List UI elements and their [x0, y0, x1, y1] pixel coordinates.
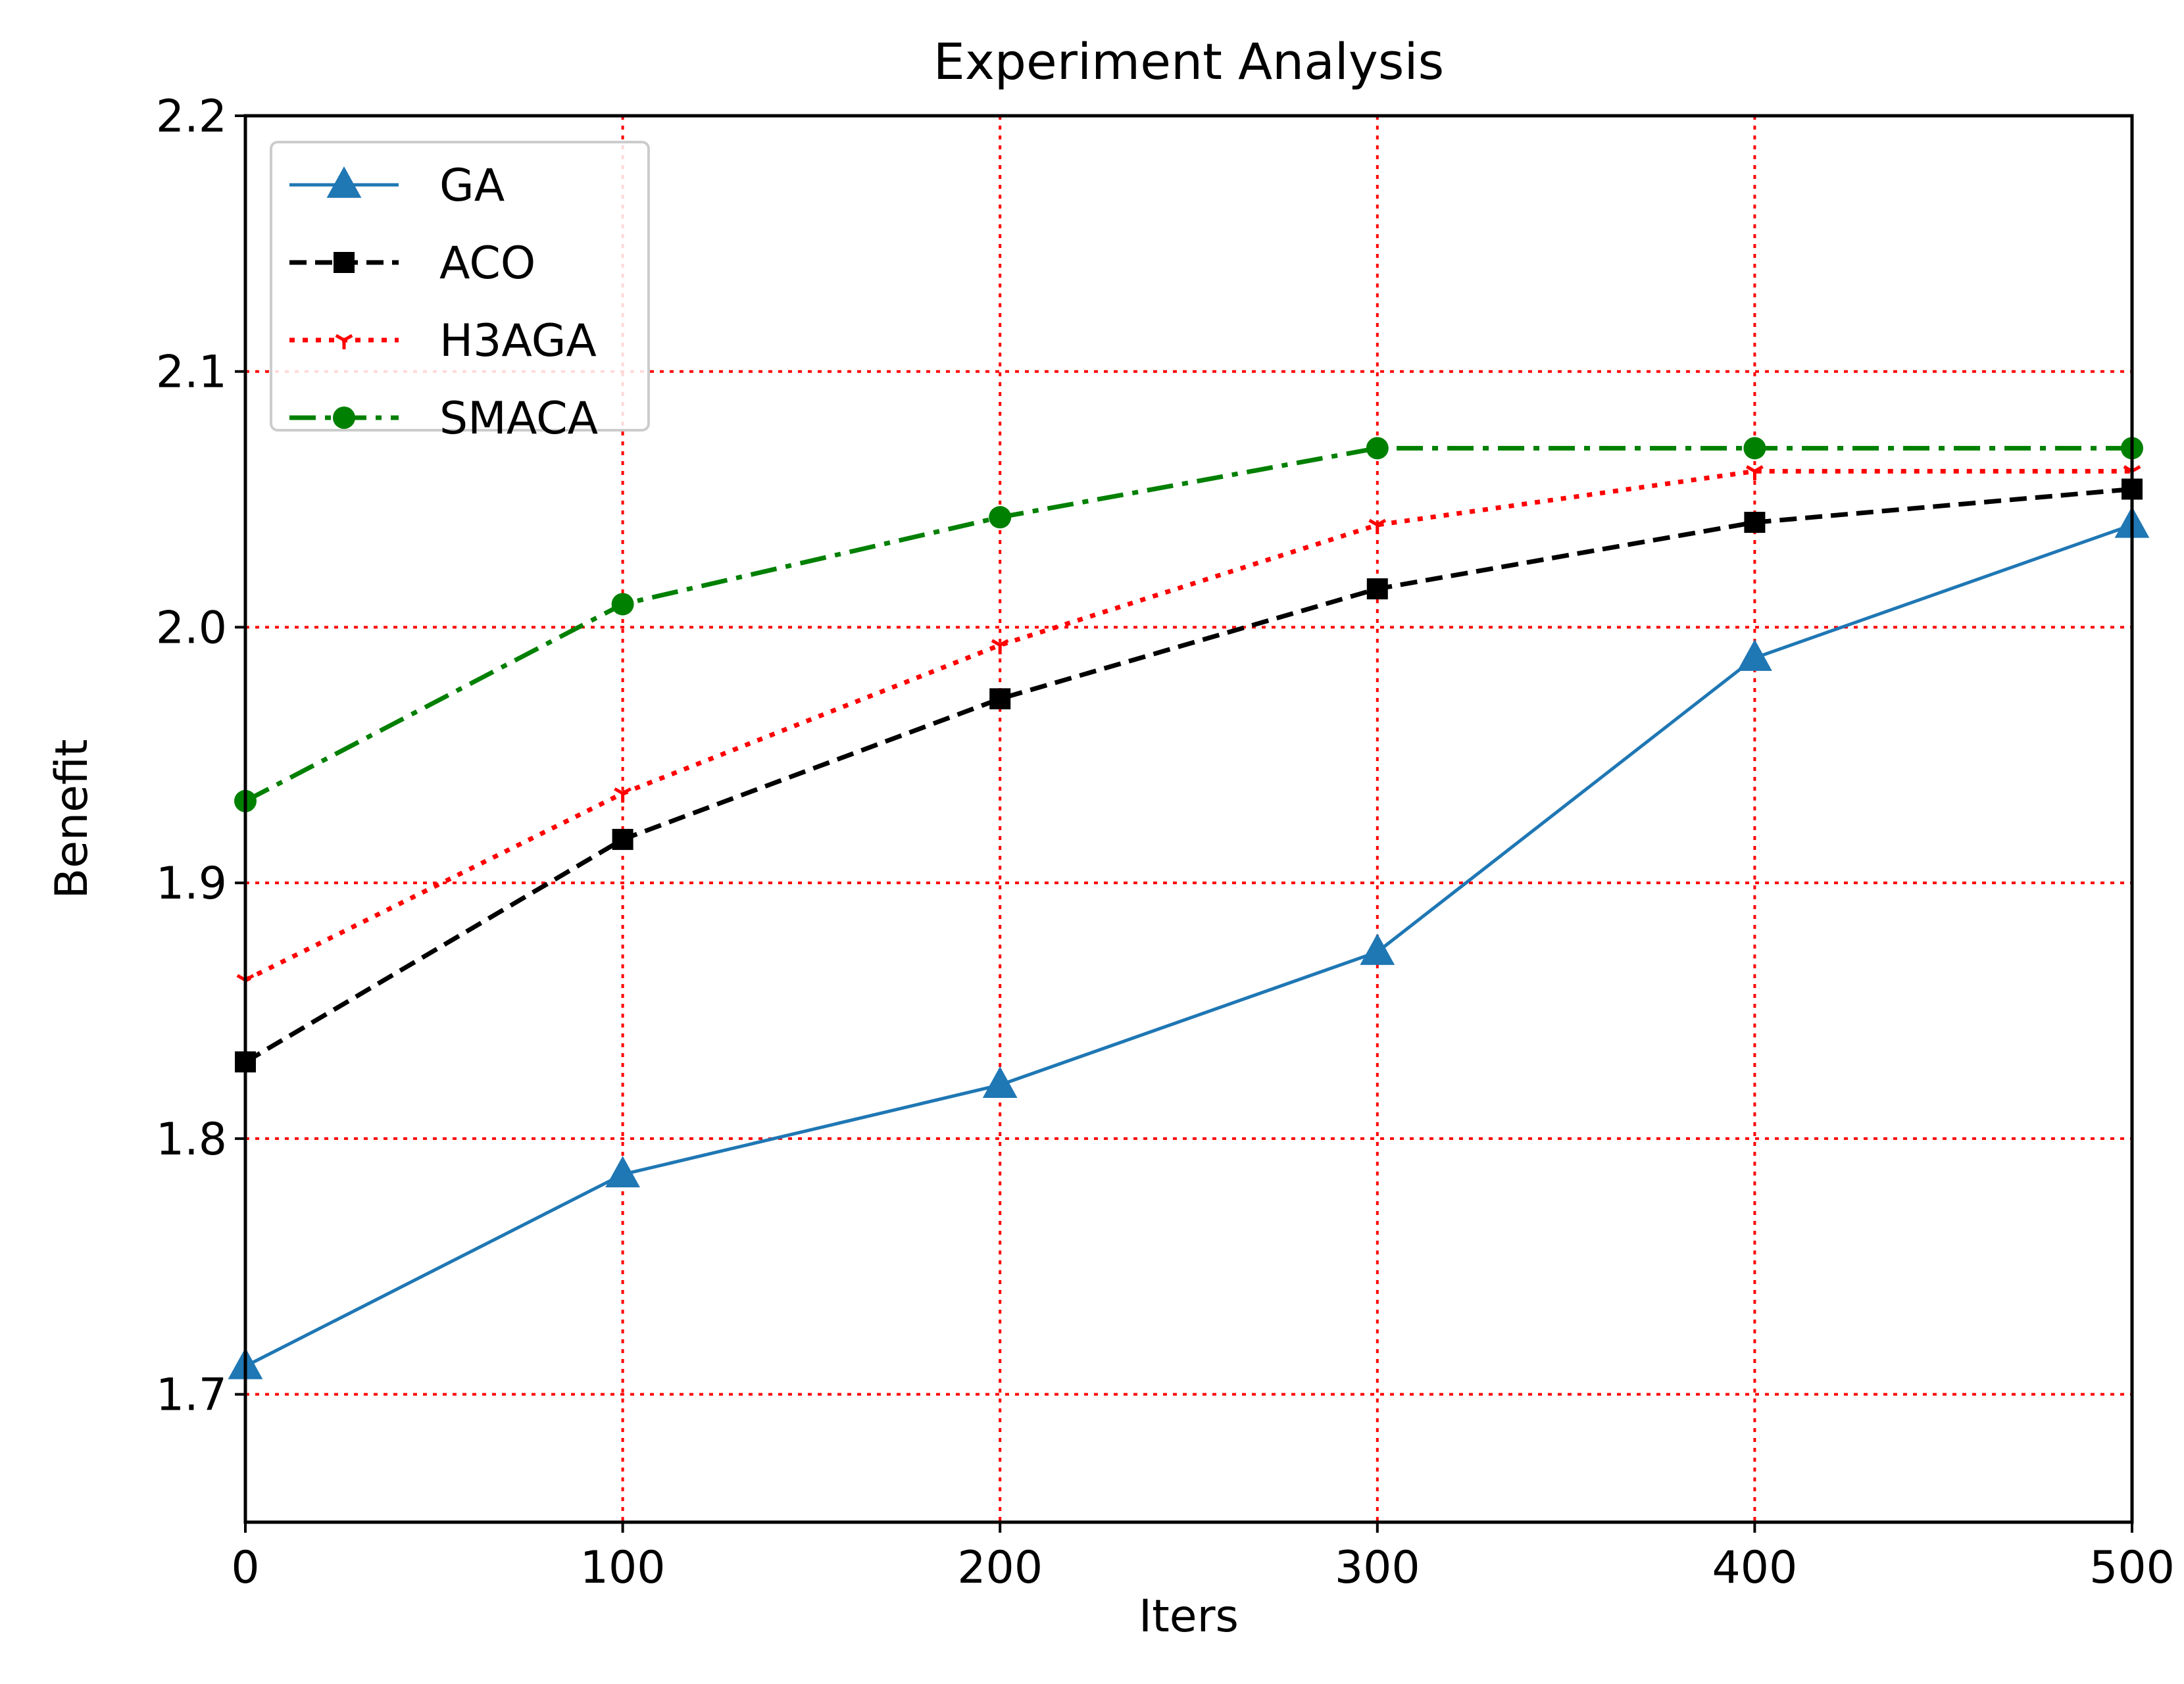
legend-label-h3aga: H3AGA [439, 315, 597, 367]
legend-label-aco: ACO [439, 237, 535, 289]
data-point-aco [612, 829, 633, 851]
legend-marker-smaca [333, 407, 355, 429]
legend-item-h3aga: H3AGA [289, 315, 597, 367]
legend-marker-ga [326, 166, 362, 198]
data-point-smaca [1366, 437, 1389, 460]
data-point-smaca [1743, 437, 1766, 460]
data-point-smaca [989, 506, 1012, 529]
legend-label-ga: GA [439, 160, 505, 212]
series-line-smaca [244, 445, 2132, 803]
legend-item-aco: ACO [289, 237, 535, 289]
legend-item-smaca: SMACA [289, 393, 598, 445]
x-tick-label: 500 [2089, 1542, 2175, 1594]
axis-ticks: 0 100 200 300 400 500 1.7 1.8 1.9 2.0 2.1 2.2 [156, 91, 2175, 1594]
legend-marker-h3aga [335, 334, 353, 349]
data-point-ga [982, 1066, 1018, 1098]
y-axis-label: Benefit [46, 739, 98, 899]
legend: GA ACO H3AGA SMACA [270, 141, 650, 445]
legend-marker-aco [334, 252, 355, 273]
x-tick-label: 200 [957, 1542, 1043, 1594]
series-ga [228, 506, 2150, 1379]
data-point-ga [1360, 933, 1395, 965]
data-point-ga [605, 1156, 640, 1188]
x-tick-label: 400 [1712, 1542, 1798, 1594]
x-tick-label: 100 [580, 1542, 666, 1594]
data-point-aco [1366, 578, 1388, 600]
legend-box [270, 141, 650, 432]
x-tick-label: 0 [231, 1542, 259, 1594]
data-point-smaca [611, 593, 634, 616]
data-point-aco [989, 688, 1011, 710]
data-point-h3aga [991, 639, 1009, 655]
series-smaca [234, 437, 2143, 812]
y-tick-label: 1.9 [156, 858, 227, 910]
y-tick-label: 1.8 [156, 1114, 227, 1166]
series-line-aco [244, 487, 2133, 1064]
x-axis-label: Iters [1139, 1591, 1239, 1643]
series-line-ga [244, 523, 2133, 1368]
y-tick-label: 2.2 [156, 91, 227, 143]
y-tick-label: 1.7 [156, 1370, 227, 1422]
x-tick-label: 300 [1335, 1542, 1420, 1594]
plot-area-frame [243, 114, 2134, 1524]
data-point-h3aga [1745, 465, 1764, 481]
y-tick-label: 2.0 [156, 602, 227, 654]
y-tick-label: 2.1 [156, 347, 227, 399]
data-point-aco [1744, 512, 1766, 533]
data-point-ga [1737, 639, 1772, 671]
data-point-h3aga [1368, 518, 1387, 534]
data-point-h3aga [614, 787, 632, 803]
legend-label-smaca: SMACA [439, 393, 598, 445]
legend-item-ga: GA [289, 160, 505, 212]
chart-title: Experiment Analysis [933, 32, 1444, 91]
